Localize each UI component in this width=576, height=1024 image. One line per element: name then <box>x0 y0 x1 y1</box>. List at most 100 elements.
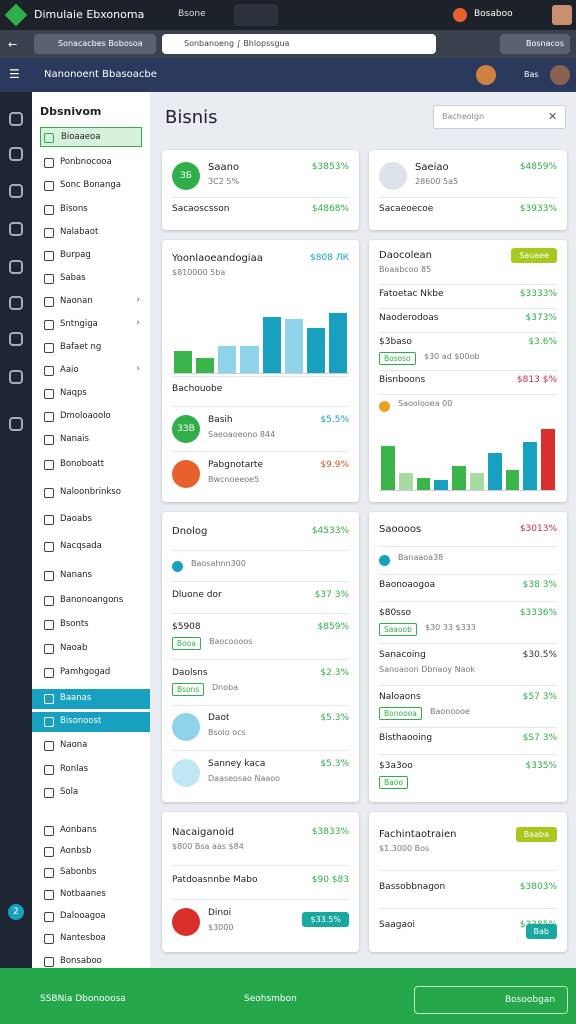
toolbar-button[interactable]: Bosnacos <box>500 34 570 54</box>
sidebar-item[interactable]: Sntngiga › <box>32 315 150 335</box>
row-button[interactable]: $33.5% <box>302 912 349 928</box>
sidebar-item[interactable]: Pamhgogad <box>32 663 150 683</box>
row-value: $373% <box>525 313 557 323</box>
nav-badge[interactable]: Bas <box>524 70 539 79</box>
rail-icon[interactable] <box>9 417 23 431</box>
sidebar-item[interactable]: Aonbans <box>32 821 150 841</box>
tab[interactable]: Bsone <box>178 9 206 19</box>
bar <box>487 452 502 490</box>
menu-icon[interactable]: ☰ <box>9 67 20 81</box>
sidebar-item[interactable]: Daoabs <box>32 510 150 530</box>
bar <box>240 346 259 373</box>
url-field[interactable]: Sonbanoeng ∫ Bhlopssgua <box>162 34 436 54</box>
sidebar-item[interactable]: Baanas <box>32 689 150 709</box>
rail-icon[interactable] <box>9 112 23 126</box>
chart-baseline <box>379 490 557 491</box>
row-label: Baonoaogoa <box>379 580 436 591</box>
sidebar-item[interactable]: Nalabaot <box>32 223 150 243</box>
item-label: Bioaaeoa <box>61 132 101 142</box>
sidebar-item[interactable]: Bisons <box>32 200 150 220</box>
search-field[interactable]: Bacheolgn <box>433 105 566 129</box>
sidebar-item[interactable]: Naonan › <box>32 292 150 312</box>
sidebar-item[interactable]: Bonoboatt <box>32 455 150 475</box>
sidebar-item[interactable]: Sola <box>32 783 150 803</box>
sidebar-item[interactable]: Bafaet ng <box>32 338 150 358</box>
bar <box>328 313 347 373</box>
sidebar-title: Dbsnivom <box>40 105 102 118</box>
card-row: Naoderodoas $373% <box>379 308 557 332</box>
rail-icon[interactable] <box>9 222 23 236</box>
item-icon <box>44 765 54 775</box>
card: Yoonlaoeandogiaa $808 ЛК $810000 5ba Bachou… <box>162 240 359 502</box>
item-label: Bonoboatt <box>60 459 105 469</box>
sidebar-item[interactable]: Notbaanes <box>32 885 150 905</box>
rail-icon[interactable] <box>9 260 23 274</box>
footer-center[interactable]: Seohsmbon <box>244 994 297 1004</box>
item-label: Naona <box>60 740 88 750</box>
footer-right[interactable]: Bosoobgan <box>414 986 568 1014</box>
rail-icon[interactable] <box>9 296 23 310</box>
sidebar-item[interactable]: Dmoloaoolo <box>32 407 150 427</box>
row-sub: Daaseosao Naaoo <box>208 774 281 784</box>
nav-avatar[interactable] <box>476 65 496 85</box>
rail-icon[interactable] <box>9 332 23 346</box>
sidebar-item[interactable]: Bonsaboo <box>32 952 150 972</box>
row-value: $4533% <box>311 525 349 536</box>
row-badge: Bonoooa <box>379 706 422 720</box>
nav-profile[interactable] <box>550 65 570 85</box>
item-icon <box>44 542 54 552</box>
row-label: Dnolog <box>172 525 208 537</box>
footer-left[interactable]: SSBNia Dbonooosa <box>40 994 126 1004</box>
profile-photo[interactable] <box>552 5 572 25</box>
row-button[interactable]: Bab <box>525 924 557 939</box>
sidebar-item[interactable]: Dalooagoa <box>32 907 150 927</box>
sidebar-item[interactable]: Burpag <box>32 246 150 266</box>
row-value: $2.3% <box>320 667 349 678</box>
sidebar-item[interactable]: Ronlas <box>32 760 150 780</box>
sidebar-item[interactable]: Naoab <box>32 639 150 659</box>
sidebar-item[interactable]: Sabonbs <box>32 863 150 883</box>
row-value: $4868% <box>311 203 349 214</box>
card-row: Sacaoscsson $4868% <box>172 197 349 224</box>
tab-active[interactable] <box>234 4 278 26</box>
row-label: Sacaoscsson <box>172 203 230 214</box>
row-label: Dluone dor <box>172 590 222 601</box>
sidebar-item[interactable]: Nanans <box>32 566 150 586</box>
row-value: $335% <box>525 761 557 772</box>
sidebar-item[interactable]: Aaio › <box>32 361 150 381</box>
card-row: Fachintaotraien Baaba $1.3000 Bos <box>379 818 557 870</box>
sidebar-item[interactable]: Naqps <box>32 384 150 404</box>
rail-icon[interactable] <box>9 184 23 198</box>
user-name[interactable]: Bosaboo <box>474 9 513 19</box>
row-sub: Baosahnn300 <box>191 558 246 568</box>
item-label: Nalabaot <box>60 227 99 237</box>
sidebar-item[interactable]: Sonc Bonanga <box>32 176 150 196</box>
sidebar-item[interactable]: Ponbnocooa <box>32 153 150 173</box>
back-icon[interactable]: ← <box>8 38 18 51</box>
search-clear[interactable]: ✕ <box>548 110 558 123</box>
item-label: Bsonts <box>60 619 89 629</box>
row-button[interactable]: Sauaee <box>511 248 557 263</box>
row-button[interactable]: Baaba <box>515 827 557 842</box>
sidebar-item[interactable]: Sabas <box>32 269 150 289</box>
sidebar-item[interactable]: Nacqsada <box>32 537 150 557</box>
card-row: Nacaiganoid $3833% $800 Bsa aas $84 <box>172 818 349 865</box>
sidebar-item[interactable]: Banonoangons <box>32 591 150 611</box>
rail-icon[interactable] <box>9 370 23 384</box>
sidebar-item[interactable]: Naona <box>32 736 150 756</box>
row-label: Bassobbnagon <box>379 882 446 892</box>
rail-icon[interactable] <box>9 147 23 161</box>
row-value: $5.3% <box>320 713 349 724</box>
sidebar-item[interactable]: Bisonoost <box>32 712 150 732</box>
app-logo <box>4 3 28 27</box>
sidebar-item[interactable]: Bioaaeoa <box>40 127 142 147</box>
sidebar-item[interactable]: Naloonbrinkso <box>32 483 150 503</box>
sidebar-item[interactable]: Aonbsb <box>32 842 150 862</box>
sidebar-item[interactable]: Nantesboa <box>32 929 150 949</box>
sidebar-item[interactable]: Nanais <box>32 430 150 450</box>
item-label: Nanais <box>60 434 89 444</box>
site-tab[interactable]: Sonacacbes Bobosoa <box>34 34 156 54</box>
item-icon <box>44 435 54 445</box>
sidebar-item[interactable]: Bsonts <box>32 615 150 635</box>
row-label: Saagaoi <box>379 920 415 930</box>
